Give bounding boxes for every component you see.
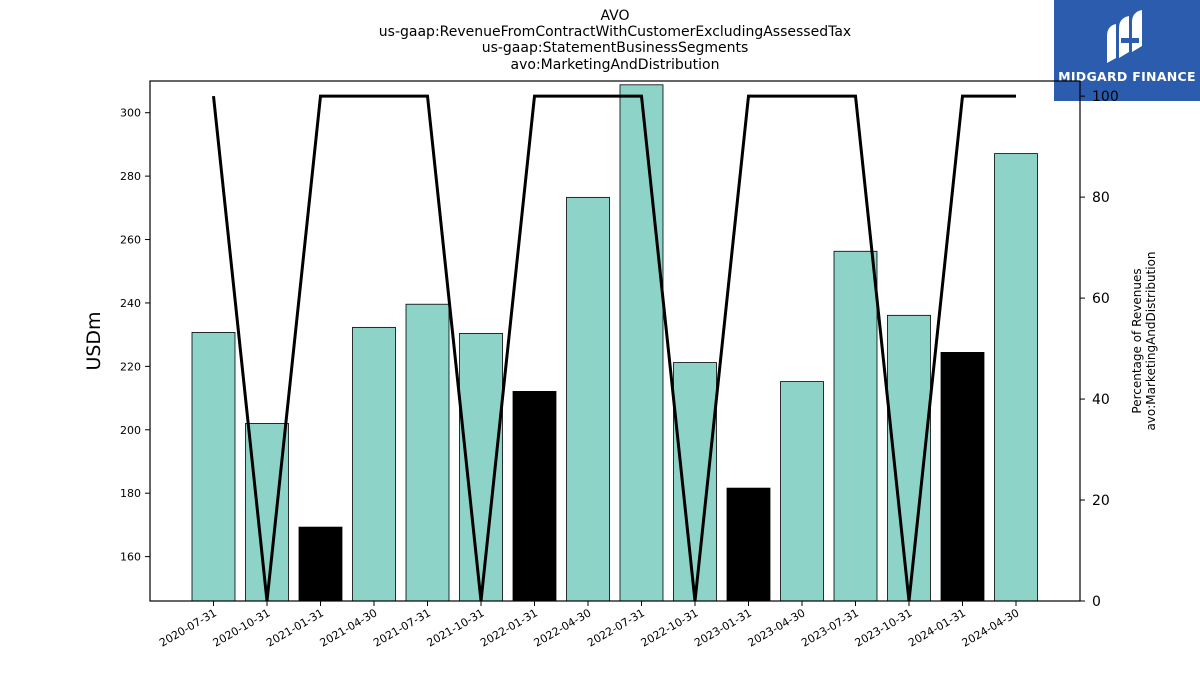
x-tick-label-2021-01-31: 2021-01-31 (264, 606, 326, 649)
y-tick-label-260: 260 (120, 234, 141, 247)
y-tick-label-160: 160 (120, 551, 141, 564)
bar-2023-04-30 (780, 381, 824, 602)
x-tick-label-2024-04-30: 2024-04-30 (960, 606, 1022, 649)
y-tick-label-240: 240 (120, 297, 141, 310)
y2-tick-label-100: 100 (1092, 89, 1119, 105)
y2-tick-label-80: 80 (1092, 190, 1110, 206)
x-tick-label-2022-04-30: 2022-04-30 (532, 606, 594, 649)
x-tick-label-2021-04-30: 2021-04-30 (318, 606, 380, 649)
x-tick-label-2021-10-31: 2021-10-31 (425, 606, 487, 649)
bar-2024-04-30 (994, 153, 1038, 602)
bar-2022-04-30 (566, 196, 610, 602)
chart-title-line-2: us-gaap:RevenueFromContractWithCustomerE… (378, 24, 852, 40)
bar-2023-01-31 (726, 487, 771, 602)
x-tick-label-2023-10-31: 2023-10-31 (853, 606, 915, 649)
y-tick-label-220: 220 (120, 360, 141, 373)
x-tick-label-2020-07-31: 2020-07-31 (157, 606, 219, 649)
x-tick-label-2022-07-31: 2022-07-31 (585, 606, 647, 649)
bar-2021-01-31 (298, 526, 343, 602)
x-tick-label-2024-01-31: 2024-01-31 (906, 606, 968, 649)
line-series (212, 94, 1016, 602)
x-tick-label-2023-01-31: 2023-01-31 (692, 606, 754, 649)
bar-2024-01-31 (940, 352, 985, 602)
plot-frame (149, 80, 1081, 602)
bar-series (191, 84, 1038, 602)
y-tick-label-200: 200 (120, 424, 141, 437)
bar-2022-01-31 (512, 391, 557, 602)
x-tick-label-2020-10-31: 2020-10-31 (211, 606, 273, 649)
x-tick-label-2022-10-31: 2022-10-31 (639, 606, 701, 649)
bar-2021-04-30 (352, 326, 396, 602)
bar-2023-07-31 (833, 250, 878, 602)
x-tick-label-2021-07-31: 2021-07-31 (371, 606, 433, 649)
chart-title-line-1: AVO (600, 8, 630, 24)
bar-2022-10-31 (673, 362, 717, 602)
y-tick-label-280: 280 (120, 170, 141, 183)
x-tick-label-2023-04-30: 2023-04-30 (746, 606, 808, 649)
y-tick-label-180: 180 (120, 487, 141, 500)
midgard-finance-logo: MIDGARD FINANCE (1054, 0, 1200, 101)
bar-2020-07-31 (191, 332, 236, 602)
y2-tick-label-40: 40 (1092, 392, 1110, 408)
bar-2021-07-31 (405, 303, 450, 602)
x-tick-label-2022-01-31: 2022-01-31 (478, 606, 540, 649)
y2-tick-label-60: 60 (1092, 291, 1110, 307)
chart-title-line-3: us-gaap:StatementBusinessSegments (481, 40, 749, 56)
chart-title-line-4: avo:MarketingAndDistribution (510, 57, 720, 73)
percentage-line (212, 94, 1016, 602)
y-tick-label-300: 300 (120, 107, 141, 120)
y2-tick-label-20: 20 (1092, 493, 1110, 509)
y2-tick-label-0: 0 (1092, 594, 1101, 610)
x-tick-label-2023-07-31: 2023-07-31 (799, 606, 861, 649)
logo-text: MIDGARD FINANCE (1058, 69, 1196, 84)
midgard-logo-icon (1107, 10, 1142, 63)
bar-2022-07-31 (619, 84, 664, 602)
